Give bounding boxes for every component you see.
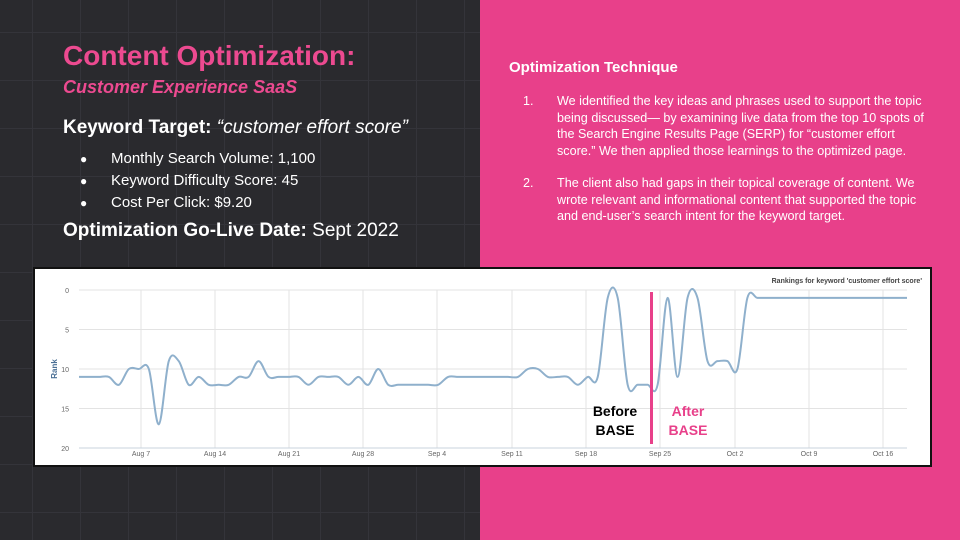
step-number: 1.: [523, 94, 534, 108]
keyword-label: Keyword Target:: [63, 117, 212, 138]
keyword-target: Keyword Target: “customer effort score”: [63, 117, 408, 139]
ranking-chart: Rankings for keyword 'customer effort sc…: [33, 267, 932, 467]
x-tick-label: Sep 4: [428, 451, 446, 458]
x-tick-label: Sep 25: [649, 451, 671, 458]
x-tick-label: Aug 14: [204, 451, 226, 458]
step-text: We identified the key ideas and phrases …: [557, 94, 924, 158]
go-live-marker: [650, 292, 653, 444]
keyword-value: “customer effort score”: [216, 117, 408, 138]
x-tick-label: Sep 18: [575, 451, 597, 458]
golive-date: Optimization Go-Live Date: Sept 2022: [63, 220, 399, 242]
y-tick-label: 5: [65, 328, 69, 335]
after-base-label: After: [672, 403, 705, 419]
y-axis-label: Rank: [50, 359, 59, 379]
list-item: Cost Per Click: $9.20: [80, 192, 315, 214]
technique-steps: 1. We identified the key ideas and phras…: [509, 93, 929, 241]
y-tick-label: 0: [65, 288, 69, 295]
chart-title: Rankings for keyword 'customer effort sc…: [772, 278, 923, 285]
list-item: Keyword Difficulty Score: 45: [80, 170, 315, 192]
list-item: Monthly Search Volume: 1,100: [80, 148, 315, 170]
list-item: 2. The client also had gaps in their top…: [509, 175, 929, 225]
slide-subtitle: Customer Experience SaaS: [63, 77, 298, 97]
keyword-stats-list: Monthly Search Volume: 1,100 Keyword Dif…: [80, 148, 315, 214]
y-tick-label: 15: [61, 407, 69, 414]
step-text: The client also had gaps in their topica…: [557, 176, 917, 223]
x-tick-label: Aug 28: [352, 451, 374, 458]
before-base-label: Before: [593, 403, 638, 419]
golive-label: Optimization Go-Live Date:: [63, 220, 307, 241]
after-base-label: BASE: [669, 422, 708, 438]
y-tick-label: 10: [61, 367, 69, 374]
y-tick-label: 20: [61, 446, 69, 453]
technique-heading: Optimization Technique: [509, 59, 678, 76]
x-tick-label: Oct 9: [801, 451, 818, 458]
rank-series-line: [79, 286, 907, 426]
slide-title: Content Optimization:: [63, 40, 356, 71]
step-number: 2.: [523, 176, 534, 190]
before-base-label: BASE: [596, 422, 635, 438]
ranking-chart-svg: Rankings for keyword 'customer effort sc…: [50, 278, 923, 458]
x-tick-label: Oct 16: [873, 451, 894, 458]
x-tick-label: Sep 11: [501, 451, 523, 458]
list-item: 1. We identified the key ideas and phras…: [509, 93, 929, 159]
x-tick-label: Oct 2: [727, 451, 744, 458]
x-tick-label: Aug 21: [278, 451, 300, 458]
golive-value: Sept 2022: [312, 220, 399, 241]
x-tick-label: Aug 7: [132, 451, 150, 458]
